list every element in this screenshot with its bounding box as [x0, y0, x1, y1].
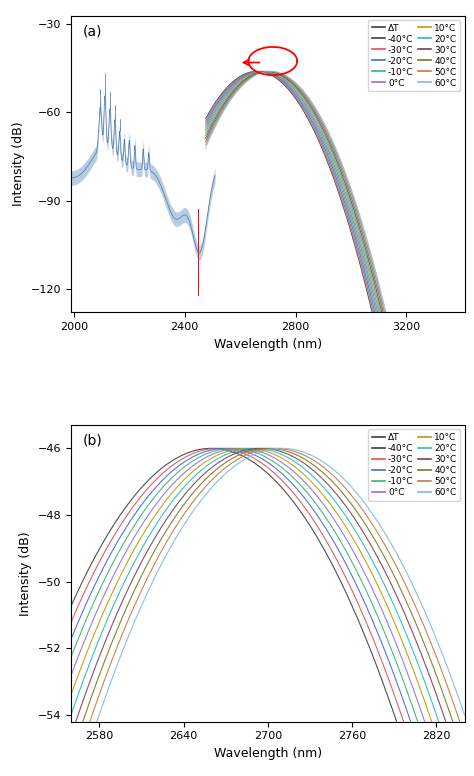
Text: (b): (b)	[83, 434, 103, 448]
Y-axis label: Intensity (dB): Intensity (dB)	[19, 531, 32, 615]
Legend: ΔT, -40°C, -30°C, -20°C, -10°C, 0°C, 10°C, 20°C, 30°C, 40°C, 50°C, 60°C: ΔT, -40°C, -30°C, -20°C, -10°C, 0°C, 10°…	[368, 429, 460, 501]
X-axis label: Wavelength (nm): Wavelength (nm)	[214, 338, 322, 351]
Legend: ΔT, -40°C, -30°C, -20°C, -10°C, 0°C, 10°C, 20°C, 30°C, 40°C, 50°C, 60°C: ΔT, -40°C, -30°C, -20°C, -10°C, 0°C, 10°…	[368, 20, 460, 92]
X-axis label: Wavelength (nm): Wavelength (nm)	[214, 747, 322, 760]
Y-axis label: Intensity (dB): Intensity (dB)	[12, 122, 25, 206]
Text: (a): (a)	[83, 24, 102, 39]
